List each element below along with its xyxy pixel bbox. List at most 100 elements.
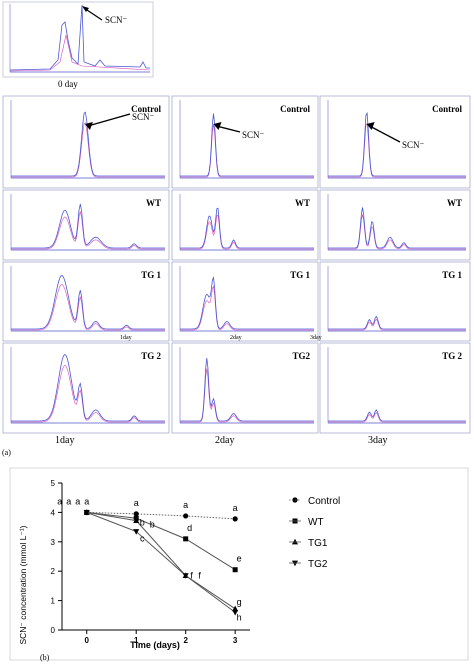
control-arrow-c2: SCN⁻ [213,122,265,140]
arrow-head [213,122,222,130]
chromatogram-frame [319,95,471,189]
chart-legend: Control WT TG1 TG2 [289,496,340,570]
legend-label: TG1 [308,538,328,549]
chromatogram-row-label: WT [295,198,310,208]
chromatogram-trace-secondary [11,211,165,250]
chromatogram-r2-c3: WT [319,189,471,261]
chromatogram-trace-secondary [11,284,165,331]
scn-annotation: SCN⁻ [242,130,265,140]
significance-letter: f [190,571,193,581]
significance-letter: a [66,496,71,506]
y-tick-label: 3 [51,538,56,547]
chromatogram-frame [2,189,170,261]
x-tick-label: 1 [134,636,139,645]
chromatogram-r2-c2: WT [171,189,319,261]
chromatogram-row-label: TG 1 [442,270,462,280]
significance-letter: e [237,554,242,564]
data-point [232,609,239,616]
chromatogram-trace [328,207,466,249]
chromatogram-row-label: Control [432,104,462,114]
chromatogram-row-label: TG 2 [141,351,161,361]
column-label-3day: 3day [368,435,387,446]
day0-label: 0 day [58,79,78,89]
chromatogram-r1-c3: Control [319,95,471,189]
chromatogram-r4-c1: TG 2 [2,342,170,434]
chromatogram-row-label: TG 2 [442,351,462,361]
significance-letter: a [134,498,139,508]
data-point [83,510,90,516]
chromatogram-trace [328,315,466,330]
tg1-axis-label: 1day [120,335,132,341]
chromatogram-trace [180,113,314,177]
arrow-line [216,125,241,133]
significance-letter: a [233,503,238,513]
chromatogram-trace-secondary [180,123,314,178]
chromatogram-frame [171,95,319,189]
chromatogram-frame [2,95,170,189]
column-label-1day: 1day [55,435,74,446]
chromatogram-r3-c1: TG 1 [2,261,170,342]
significance-letter: b [150,520,155,530]
day0-panel: SCN⁻ 0 day [2,1,154,89]
arrow-line [369,125,401,143]
chromatogram-frame [319,342,471,434]
legend-label: WT [308,517,324,528]
arrow-head [84,122,93,130]
x-tick-label: 2 [183,636,188,645]
chromatogram-trace [328,111,466,177]
chart-axes: 0 1 2 3 0 1 2 3 4 5 [51,479,250,645]
chromatogram-trace [11,111,165,177]
panel-b-label: (b) [40,653,50,662]
chromatogram-trace [180,358,314,422]
legend-label: Control [308,496,340,507]
y-tick-label: 0 [51,626,56,635]
y-tick-label: 1 [51,597,56,606]
series-tg2 [83,510,239,616]
y-tick-label: 4 [51,508,56,517]
significance-letter: d [187,523,192,533]
chromatogram-r3-c3: TG 1 [319,261,471,342]
significance-letter: g [237,597,242,607]
chromatogram-trace-secondary [11,365,165,423]
chromatogram-row-label: WT [447,198,462,208]
chromatogram-trace-secondary [180,368,314,423]
scn-annotation: SCN⁻ [132,112,155,122]
chromatogram-trace [180,207,314,249]
tg1-axis-label: 2day [230,335,242,341]
chromatogram-frame [171,342,319,434]
data-point [133,511,139,517]
legend-marker [292,560,298,567]
y-tick-label: 2 [51,567,56,576]
chromatogram-trace-secondary [328,122,466,178]
chromatogram-row-label: WT [146,198,161,208]
chart-series [83,509,239,616]
chromatogram-r1-c2: Control [171,95,319,189]
chromatogram-r2-c1: WT [2,189,170,261]
arrow-line [87,113,131,127]
chart-ylabel: SCN⁻ concentration (mmol L⁻¹) [18,525,28,644]
series-line [86,511,236,520]
chromatogram-trace [180,276,314,330]
significance-letter: b [140,517,145,527]
y-tick-label: 5 [51,479,56,488]
data-point [232,567,238,573]
chromatogram-trace-secondary [180,285,314,331]
significance-letter: f [198,571,201,581]
scn-annotation: SCN⁻ [402,140,425,150]
chromatogram-row-label: Control [280,104,310,114]
chromatogram-trace-secondary [328,412,466,423]
control-arrow-c3: SCN⁻ [366,122,425,150]
chromatogram-trace-secondary [328,214,466,250]
chromatogram-trace-secondary [328,318,466,331]
panel-a-label: (a) [2,448,11,457]
chromatogram-trace-secondary [11,122,165,178]
chromatogram-r4-c3: TG 2 [319,342,471,434]
data-point [232,605,239,612]
chromatogram-trace [11,275,165,330]
x-tick-label: 3 [233,636,238,645]
chromatogram-trace [11,203,165,249]
column-label-2day: 2day [215,435,234,446]
chromatogram-row-label: TG 1 [141,270,161,280]
